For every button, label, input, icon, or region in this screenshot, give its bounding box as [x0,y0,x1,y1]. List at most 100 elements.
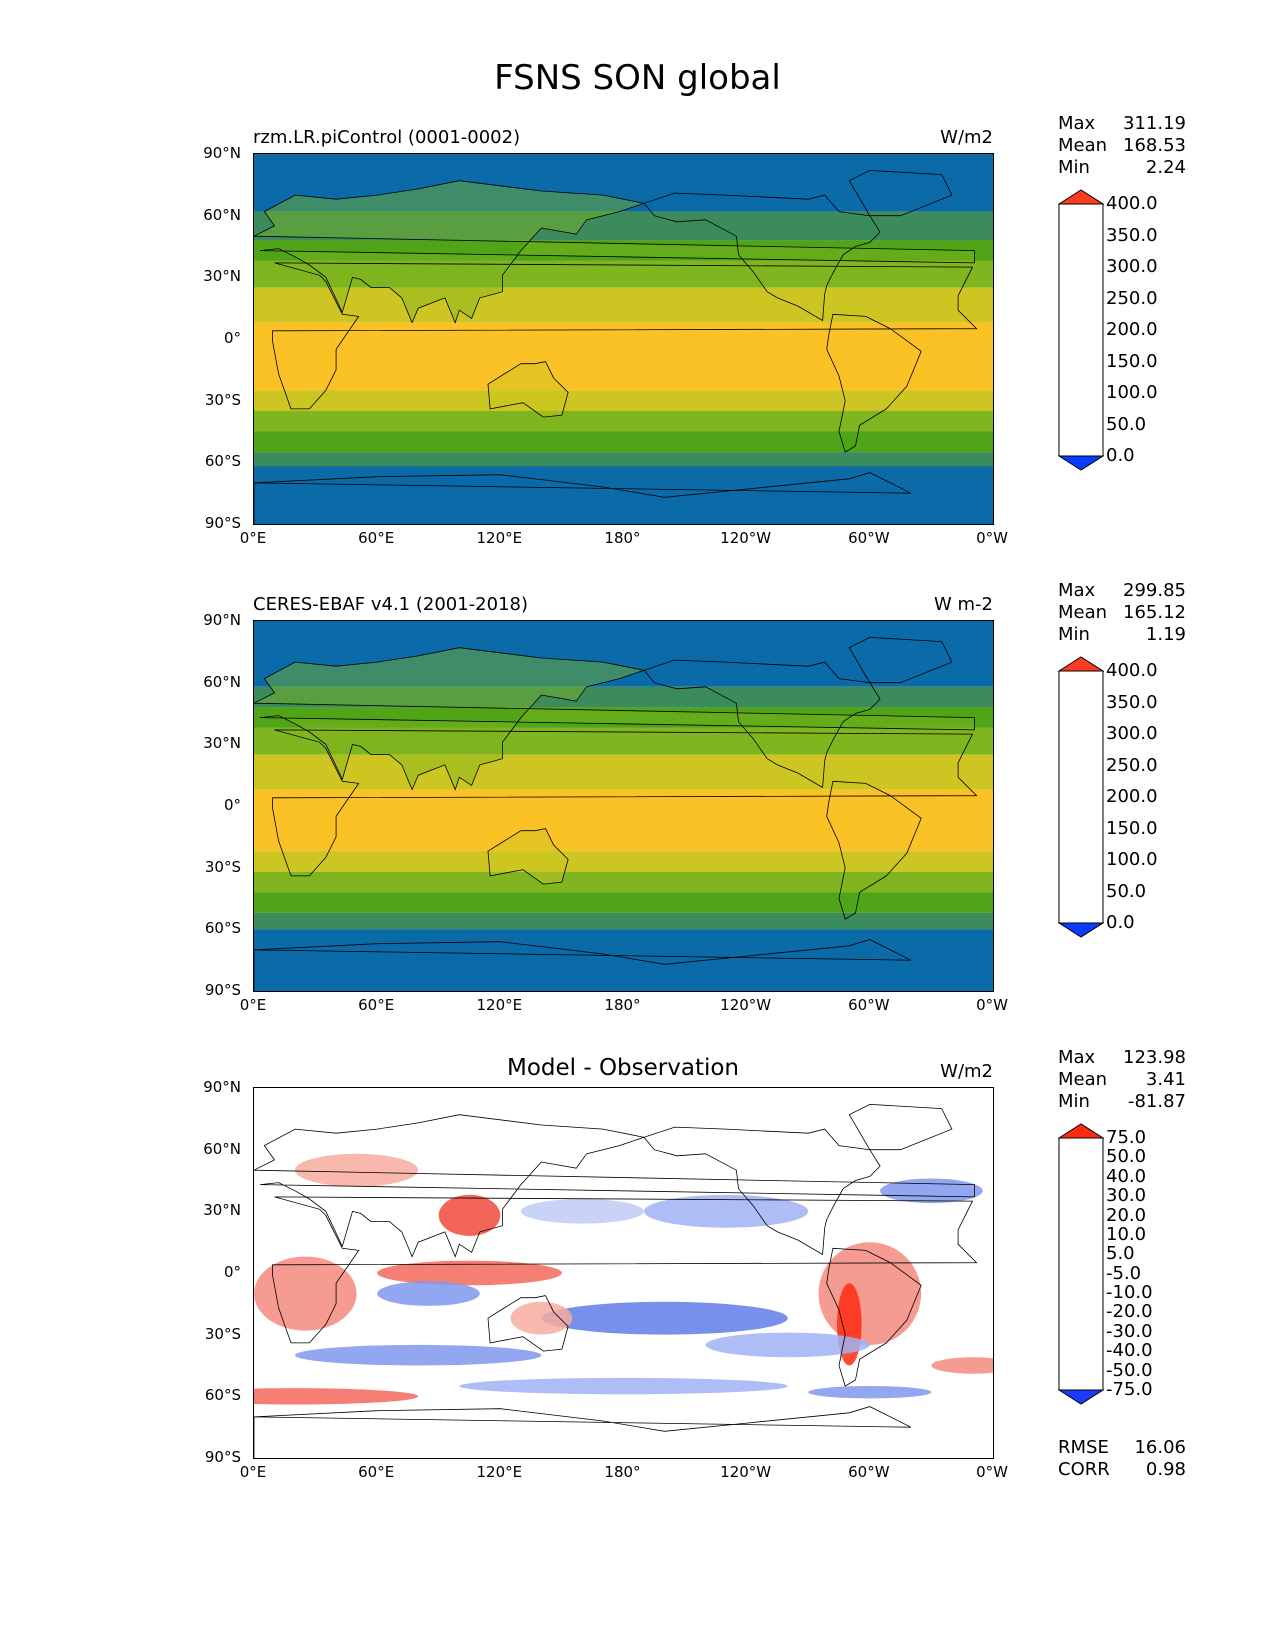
land-field [254,647,975,790]
colorbar-tick-label: 200.0 [1106,786,1158,807]
difference-patch [438,1194,501,1236]
y-tick-label: 0° [223,1263,241,1281]
land-field [488,361,569,418]
difference-patch [295,1344,542,1366]
colorbar-extend-max [1058,656,1104,672]
coastline [487,361,569,418]
colorbar-extend-min [1058,455,1104,471]
x-tick-label: 0°E [239,529,267,547]
x-tick-label: 0°W [976,996,1008,1014]
y-tick-label: 90°S [204,514,241,532]
colorbar-tick-label: 200.0 [1106,319,1158,340]
stats-box: Max 123.98 Mean 3.41 Min -81.87 [1058,1047,1186,1113]
x-tick-label: 0°W [976,1463,1008,1481]
min-value: 1.19 [1145,624,1186,645]
colorbar-tick-label: 0.0 [1106,912,1135,933]
colorbar-tick-label: 250.0 [1106,287,1158,309]
colorbar-tick-label: 50.0 [1106,880,1147,902]
colorbar-tick-label: 250.0 [1106,754,1158,776]
max-label: Max [1058,113,1096,134]
difference-patch [295,1153,419,1187]
colorbar-tick-label: 300.0 [1106,256,1158,277]
difference-patch [644,1194,809,1228]
mean-label: Mean [1058,1069,1108,1090]
colorbar-tick-label: 20.0 [1106,1204,1147,1226]
colorbar-tick-label: -50.0 [1106,1359,1153,1381]
field-band [254,892,993,913]
stats-box: Max 311.19 Mean 168.53 Min 2.24 [1058,113,1186,179]
y-tick-label: 60°S [204,919,241,938]
y-tick-label: 30°N [203,1201,241,1220]
x-tick-label: 120°W [720,1463,772,1481]
y-tick-label: 90°S [204,1448,241,1466]
field-band [254,287,993,323]
difference-patch [254,1256,357,1331]
colorbar-tick-label: -20.0 [1106,1301,1153,1323]
panel-units: W/m2 [940,1061,993,1082]
min-value: 2.24 [1145,157,1186,178]
colorbar-tick-label: 300.0 [1106,723,1158,744]
field-band [254,754,993,790]
stats-box: Max 299.85 Mean 165.12 Min 1.19 [1058,580,1186,646]
panel-model: rzm.LR.piControl (0001-0002) W/m2 Max 311… [0,113,1275,613]
difference-patch [510,1301,573,1335]
colorbar-tick-label: 400.0 [1106,193,1158,214]
min-label: Min [1058,624,1090,645]
corr-label: CORR [1058,1459,1110,1480]
y-tick-label: 30°S [204,857,241,876]
colorbar-tick-label: -30.0 [1106,1320,1153,1342]
map-svg [254,1088,993,1458]
coastline [272,262,978,410]
coastline [848,636,953,684]
x-tick-label: 60°W [848,1463,890,1481]
difference-patch [459,1377,788,1395]
coastline [254,939,912,991]
panel-observation: CERES-EBAF v4.1 (2001-2018) W m-2 Max 299… [0,580,1275,1080]
difference-patch [818,1242,922,1345]
x-tick-label: 60°E [358,996,395,1014]
field-band [254,466,993,524]
colorbar-extend-min [1058,922,1104,938]
panel-title: CERES-EBAF v4.1 (2001-2018) [253,594,529,615]
colorbar-svg [1058,1123,1104,1405]
colorbar-tick-label: 30.0 [1106,1185,1147,1207]
field-band [254,707,993,728]
colorbar-tick-label: 150.0 [1106,817,1158,839]
x-tick-label: 0°E [239,1463,267,1481]
max-value: 123.98 [1123,1047,1186,1068]
field-band [254,871,993,893]
x-tick-label: 120°W [720,529,772,547]
field-band [254,410,993,432]
difference-patch [377,1260,562,1286]
x-tick-label: 180° [604,1463,641,1481]
x-tick-label: 120°E [476,529,523,547]
field-band [254,452,993,467]
field-band [254,621,993,687]
panel-units: W/m2 [940,127,993,148]
colorbar-extend-max [1058,1123,1104,1139]
difference-patch [254,1388,419,1405]
coastline [487,828,569,885]
coastline [272,1196,978,1344]
difference-patch [705,1332,870,1358]
x-tick-label: 180° [604,529,641,547]
y-tick-label: 60°S [204,1386,241,1405]
y-tick-label: 60°N [203,205,241,224]
field-band [254,851,993,872]
y-tick-label: 90°S [204,981,241,999]
colorbar-svg [1058,656,1104,938]
mean-value: 165.12 [1123,602,1186,623]
colorbar-tick-label: -10.0 [1106,1282,1153,1304]
field-band [254,789,993,852]
max-value: 311.19 [1123,113,1186,134]
colorbar-svg [1058,189,1104,471]
x-tick-label: 0°W [976,529,1008,547]
colorbar-extend-max [1058,189,1104,205]
error-metrics: RMSE 16.06 CORR 0.98 [1058,1437,1186,1481]
coastline [643,659,881,789]
x-tick-label: 60°E [358,1463,395,1481]
difference-patch [541,1301,788,1335]
colorbar-tick-label: 150.0 [1106,350,1158,372]
coastline [272,729,978,877]
max-value: 299.85 [1123,580,1186,601]
